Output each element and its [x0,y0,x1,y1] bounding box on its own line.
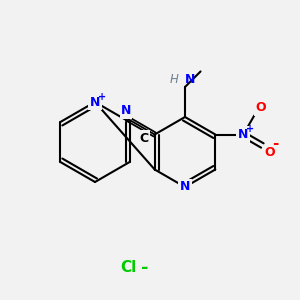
Text: N: N [185,73,195,86]
Text: Cl: Cl [120,260,136,275]
Text: C: C [139,131,148,145]
Text: +: + [98,92,106,102]
Text: O: O [264,146,275,160]
Text: N: N [121,104,131,118]
Text: -: - [272,136,279,151]
Text: -: - [141,259,149,277]
Text: N: N [238,128,248,141]
Text: +: + [246,124,254,134]
Text: H: H [170,73,179,86]
Text: N: N [90,95,100,109]
Text: O: O [255,101,266,114]
Text: N: N [180,181,190,194]
